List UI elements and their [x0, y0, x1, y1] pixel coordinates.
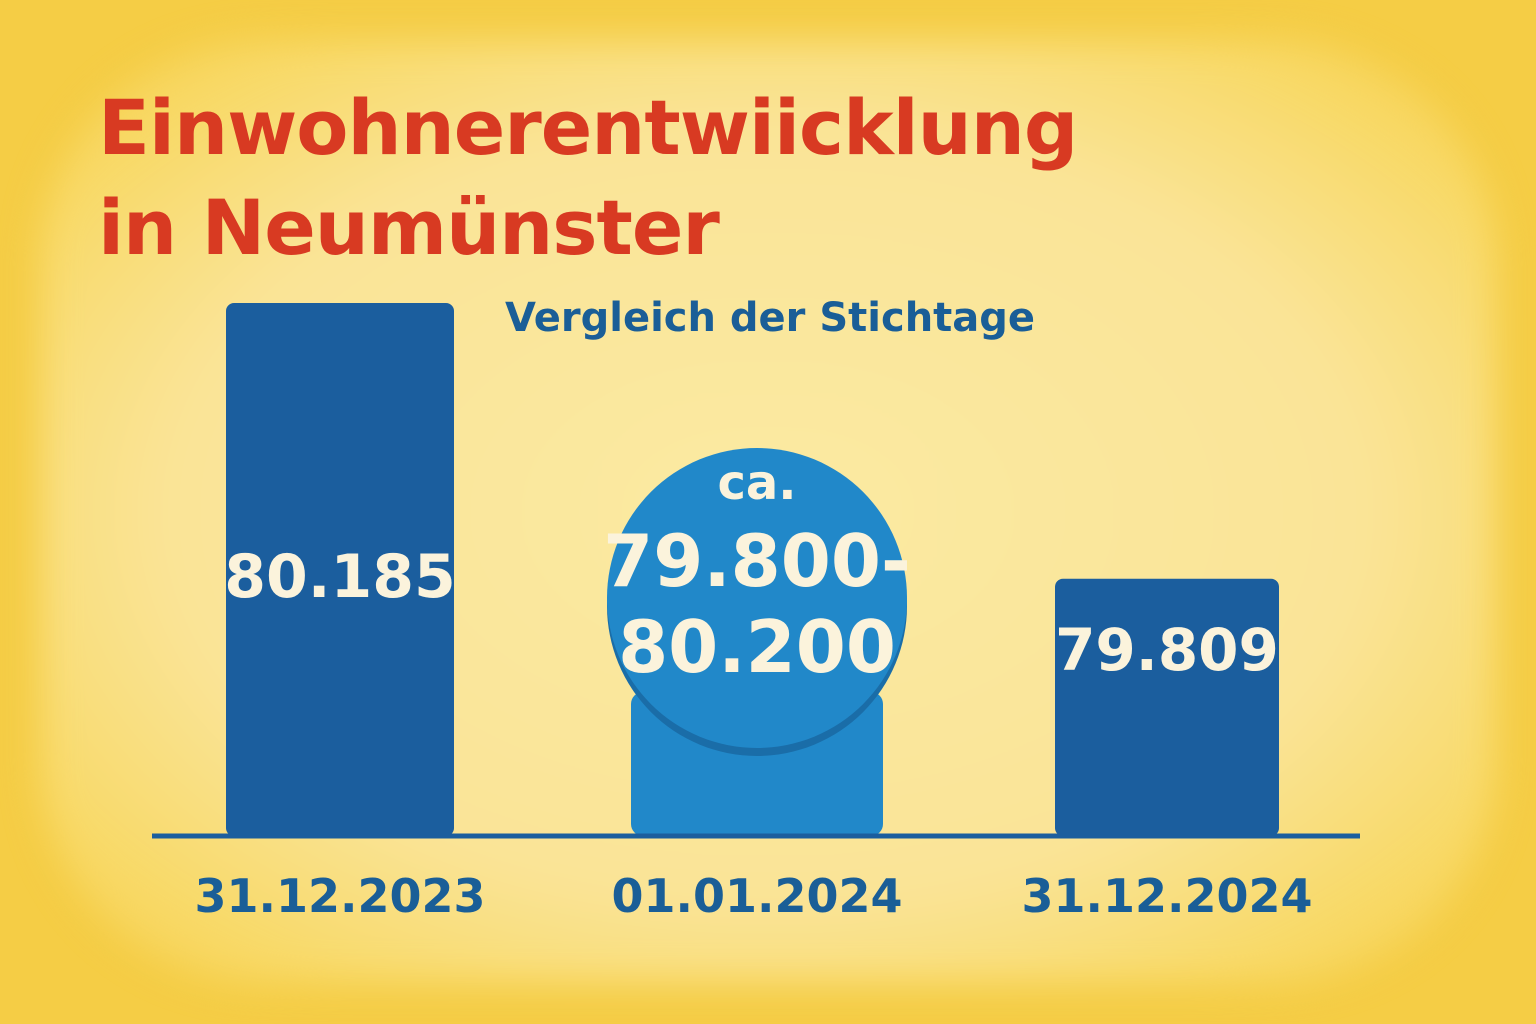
- estimate-prefix-label: ca.: [717, 455, 796, 511]
- category-label: 01.01.2024: [611, 869, 902, 923]
- bar-value-label: 79.809: [1055, 616, 1279, 684]
- estimate-range-label: 80.200: [618, 605, 896, 689]
- estimate-disc: [607, 448, 907, 748]
- chart-subtitle: Vergleich der Stichtage: [505, 295, 1036, 341]
- bar-value-label: 80.185: [224, 542, 456, 612]
- bar-31.12.2024: [1055, 578, 1279, 836]
- bar-31.12.2023: [226, 303, 454, 836]
- category-label: 31.12.2024: [1021, 869, 1312, 923]
- category-label: 31.12.2023: [194, 869, 485, 923]
- estimate-range-label: 79.800-: [603, 519, 911, 603]
- chart-title: Einwohnerentwiicklung in Neumünster: [98, 83, 1078, 272]
